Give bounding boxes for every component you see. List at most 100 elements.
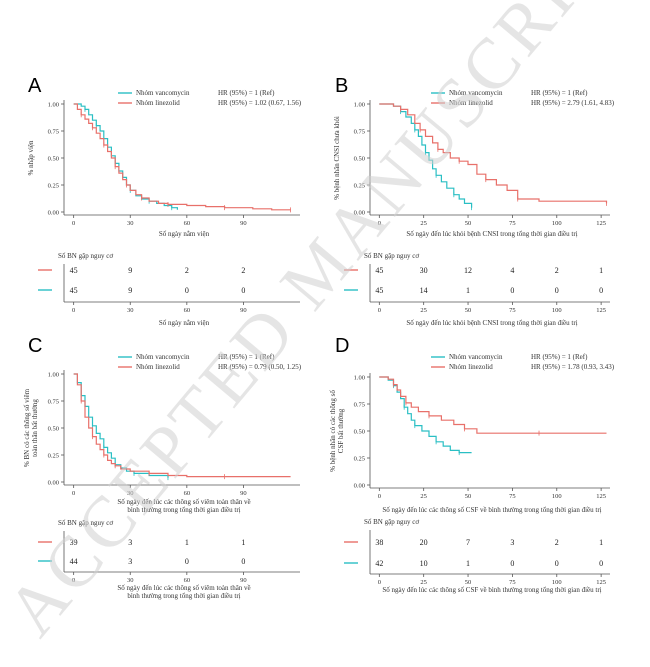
risk-count: 30 [420,266,428,275]
y-tick-label: 0.75 [354,128,365,135]
y-tick-label: 0.50 [354,155,365,162]
x-axis-label: bình thường trong tổng thời gian điều tr… [127,506,240,514]
risk-count: 10 [420,559,428,568]
risk-x-tick-label: 25 [420,579,427,586]
y-tick-label: 0.50 [48,425,59,432]
risk-count: 2 [241,266,245,275]
hazard-ratio-text: HR (95%) = 2.79 (1.61, 4.83) [531,99,615,107]
risk-x-axis-label: Số ngày đến lúc các thông số viêm toàn t… [117,584,250,592]
x-axis-label: Số ngày đến lúc khỏi bệnh CNSI trong tổn… [406,230,577,238]
km-curve-vancomycin [379,376,472,454]
x-tick-label: 0 [378,220,381,227]
risk-x-tick-label: 90 [240,577,247,584]
x-tick-label: 125 [596,220,606,227]
risk-x-tick-label: 30 [127,307,134,314]
risk-x-tick-label: 50 [465,307,472,314]
risk-count: 1 [599,266,603,275]
risk-count: 45 [70,286,78,295]
panel-label: D [335,335,349,357]
risk-x-axis-label: Số ngày nằm viện [159,319,210,327]
x-tick-label: 60 [184,490,191,497]
y-tick-label: 0.25 [48,452,59,459]
risk-x-axis-label: Số ngày đến lúc khỏi bệnh CNSI trong tổn… [406,319,577,327]
hazard-ratio-text: HR (95%) = 1 (Ref) [218,89,275,97]
x-tick-label: 90 [240,220,247,227]
km-curve-vancomycin [379,103,473,208]
x-tick-label: 30 [127,490,134,497]
risk-x-tick-label: 125 [596,579,606,586]
x-axis-label: Số ngày đến lúc các thông số viêm toàn t… [117,498,250,506]
x-axis-label: Số ngày nằm viện [159,230,210,238]
x-tick-label: 0 [378,493,381,500]
legend-label: Nhóm linezolid [136,363,180,371]
x-tick-label: 100 [552,493,562,500]
risk-count: 7 [466,538,470,547]
risk-count: 45 [375,286,383,295]
risk-count: 39 [70,538,78,547]
hazard-ratio-text: HR (95%) = 1 (Ref) [218,353,275,361]
x-tick-label: 25 [420,220,427,227]
risk-x-tick-label: 0 [378,307,381,314]
x-tick-label: 0 [72,220,75,227]
y-tick-label: 0.25 [354,455,365,462]
y-tick-label: 0.75 [48,128,59,135]
risk-x-tick-label: 0 [72,307,75,314]
risk-count: 0 [510,559,514,568]
hazard-ratio-text: HR (95%) = 1.78 (0.93, 3.43) [531,363,615,371]
y-tick-label: 0.75 [354,401,365,408]
risk-count: 2 [185,266,189,275]
x-tick-label: 75 [509,493,516,500]
risk-count: 45 [70,266,78,275]
risk-count: 44 [70,557,78,566]
panel-c: C0.000.250.500.751.000 30 60 90% BN có các … [23,335,302,600]
risk-x-tick-label: 75 [509,579,516,586]
risk-count: 1 [185,538,189,547]
risk-count: 20 [420,538,428,547]
risk-count: 0 [599,286,603,295]
risk-count: 0 [185,286,189,295]
risk-count: 4 [510,266,514,275]
x-tick-label: 25 [420,493,427,500]
x-tick-label: 50 [465,220,472,227]
risk-count: 0 [599,559,603,568]
risk-count: 2 [555,538,559,547]
risk-table-title: Số BN gặp nguy cơ [58,252,113,260]
risk-x-tick-label: 25 [420,307,427,314]
risk-count: 1 [241,538,245,547]
y-tick-label: 0.00 [48,479,59,486]
y-tick-label: 0.00 [48,209,59,216]
y-axis-label: % BN có các thông số viêm [23,388,31,467]
km-curve-linezolid [73,373,291,478]
panel-label: A [28,75,42,97]
x-tick-label: 60 [184,220,191,227]
y-tick-label: 0.25 [48,182,59,189]
panel-label: B [335,75,348,97]
y-tick-label: 0.50 [48,155,59,162]
risk-x-tick-label: 125 [596,307,606,314]
risk-count: 1 [599,538,603,547]
legend-label: Nhóm vancomycin [449,89,503,97]
risk-count: 38 [375,538,383,547]
y-tick-label: 1.00 [48,101,59,108]
x-tick-label: 75 [509,220,516,227]
risk-count: 9 [128,266,132,275]
x-tick-label: 125 [596,493,606,500]
risk-x-tick-label: 50 [465,579,472,586]
hazard-ratio-text: HR (95%) = 0.79 (0.50, 1.25) [218,363,302,371]
y-tick-label: 0.00 [354,209,365,216]
legend-label: Nhóm vancomycin [136,89,190,97]
risk-count: 3 [128,538,132,547]
risk-count: 0 [241,286,245,295]
risk-x-axis-label: bình thường trong tổng thời gian điều tr… [127,592,240,600]
y-tick-label: 0.00 [354,482,365,489]
km-curve-linezolid [379,103,608,204]
risk-count: 0 [185,557,189,566]
risk-x-tick-label: 75 [509,307,516,314]
x-tick-label: 90 [240,490,247,497]
x-tick-label: 0 [72,490,75,497]
legend-label: Nhóm linezolid [136,99,180,107]
risk-count: 1 [466,559,470,568]
y-tick-label: 0.50 [354,428,365,435]
risk-count: 42 [375,559,383,568]
risk-x-tick-label: 100 [552,579,562,586]
